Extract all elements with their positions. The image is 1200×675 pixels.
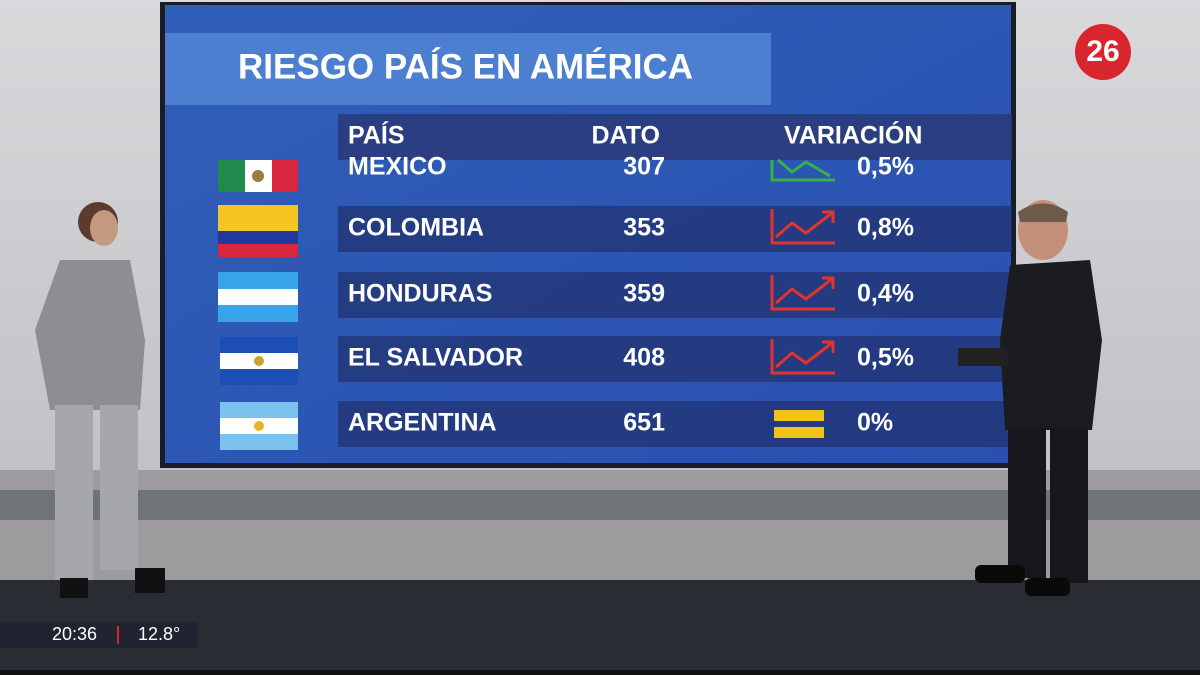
trend-up-icon xyxy=(775,341,833,369)
flag-el-salvador xyxy=(220,337,298,385)
logo-badge xyxy=(1075,24,1131,80)
trend-flat-icon xyxy=(774,427,824,438)
ticker-box xyxy=(0,622,198,648)
row-band xyxy=(338,206,1012,252)
platform-light xyxy=(0,490,1200,520)
column-header: VARIACIÓN xyxy=(784,120,922,150)
trend-up-icon xyxy=(775,211,833,239)
header-band xyxy=(338,114,1012,160)
flag-mexico xyxy=(218,160,298,192)
trend-axis xyxy=(770,275,835,311)
row-band xyxy=(338,401,1012,447)
trend-up-icon xyxy=(775,277,833,305)
channel-logo: 26 xyxy=(1086,35,1119,68)
country-name: MEXICO xyxy=(348,153,447,181)
country-name: EL SALVADOR xyxy=(348,344,523,372)
trend-arrowhead xyxy=(822,210,835,223)
trend-flat-icon xyxy=(774,410,824,421)
ticker-time: 20:36 xyxy=(52,624,97,644)
risk-value: 359 xyxy=(623,280,665,308)
risk-value: 408 xyxy=(623,344,665,372)
flag-colombia xyxy=(218,205,298,257)
bottom-edge xyxy=(0,670,1200,675)
trend-axis xyxy=(770,209,835,245)
risk-value: 307 xyxy=(623,153,665,181)
trend-arrowhead xyxy=(822,276,835,289)
variation: 0,4% xyxy=(857,280,914,308)
column-header: PAÍS xyxy=(348,121,405,150)
trend-down-icon xyxy=(777,158,831,178)
flag-honduras xyxy=(218,272,298,322)
risk-value: 651 xyxy=(623,409,665,437)
variation: 0,8% xyxy=(857,214,914,242)
ticker-temperature: 12.8° xyxy=(138,624,180,644)
row-band xyxy=(338,272,1012,318)
studio-floor xyxy=(0,580,1200,675)
flag-argentina xyxy=(220,402,298,450)
variation: 0,5% xyxy=(857,153,914,181)
studio-platform xyxy=(0,470,1200,580)
country-name: HONDURAS xyxy=(348,280,492,308)
risk-value: 353 xyxy=(623,214,665,242)
trend-axis xyxy=(770,160,835,182)
trend-axis xyxy=(770,339,835,375)
trend-arrowhead xyxy=(822,340,835,353)
column-header: DATO xyxy=(591,122,660,150)
presenter-right xyxy=(958,200,1102,596)
presenter-left xyxy=(35,202,165,598)
variation: 0,5% xyxy=(857,344,914,372)
ticker-separator xyxy=(117,626,119,644)
title: RIESGO PAÍS EN AMÉRICA xyxy=(238,46,693,86)
row-band xyxy=(338,336,1012,382)
variation: 0% xyxy=(857,409,893,437)
country-name: COLOMBIA xyxy=(348,214,484,242)
title-box xyxy=(165,33,771,105)
country-name: ARGENTINA xyxy=(348,409,497,437)
